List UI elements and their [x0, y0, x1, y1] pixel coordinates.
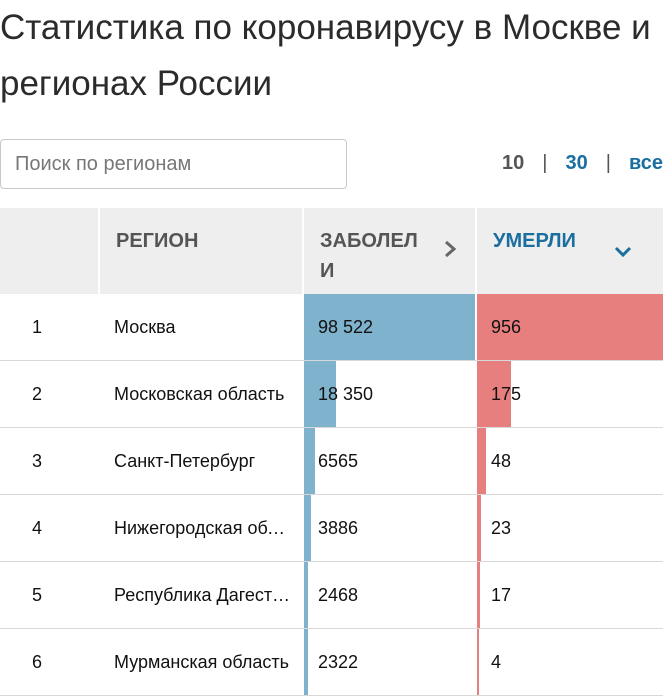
- cases-bar: [304, 361, 336, 427]
- header-deaths[interactable]: УМЕРЛИ: [475, 208, 663, 294]
- cases-bar: [304, 562, 308, 628]
- row-number: 1: [32, 317, 43, 337]
- deaths-bar: [477, 428, 486, 494]
- deaths-bar: [477, 361, 511, 427]
- table-row[interactable]: 1 Москва 98 522 956: [0, 294, 663, 361]
- deaths-value: 23: [491, 518, 512, 538]
- table-body: 1 Москва 98 522 956 2 Московская область 18 35…: [0, 294, 663, 696]
- deaths-cell: 4: [475, 629, 663, 695]
- page-size-option-30[interactable]: 30: [565, 152, 588, 174]
- pager-separator: |: [605, 152, 611, 174]
- cases-cell: 18 350: [302, 361, 475, 427]
- header-region-label: РЕГИОН: [116, 230, 199, 252]
- cases-value: 2322: [318, 652, 359, 672]
- deaths-bar: [477, 629, 479, 695]
- table-row[interactable]: 4 Нижегородская область 3886 23: [0, 495, 663, 562]
- cases-value: 18 350: [318, 384, 374, 404]
- cases-bar: [304, 495, 311, 561]
- table-row[interactable]: 2 Московская область 18 350 175: [0, 361, 663, 428]
- cases-bar: [304, 629, 308, 695]
- header-number: [0, 208, 98, 294]
- cases-bar: [304, 294, 475, 360]
- page-size-selector: 10 | 30 | все: [502, 152, 663, 175]
- deaths-cell: 956: [475, 294, 663, 360]
- deaths-cell: 17: [475, 562, 663, 628]
- deaths-cell: 23: [475, 495, 663, 561]
- row-number: 3: [32, 451, 43, 471]
- cases-bar: [304, 428, 315, 494]
- deaths-value: 17: [491, 585, 512, 605]
- region-name: Мурманская область: [114, 652, 290, 672]
- region-name: Московская область: [114, 384, 285, 404]
- cases-value: 6565: [318, 451, 359, 471]
- table-row[interactable]: 5 Республика Дагестан 2468 17: [0, 562, 663, 629]
- table-row[interactable]: 3 Санкт-Петербург 6565 48: [0, 428, 663, 495]
- header-deaths-label: УМЕРЛИ: [493, 230, 576, 252]
- deaths-value: 4: [491, 652, 502, 672]
- row-number: 6: [32, 652, 43, 672]
- table-row[interactable]: 6 Мурманская область 2322 4: [0, 629, 663, 696]
- header-cases[interactable]: ЗАБОЛЕЛИ: [302, 208, 475, 294]
- page-size-option-10[interactable]: 10: [502, 152, 525, 174]
- page-size-option-all[interactable]: все: [628, 152, 663, 174]
- header-region[interactable]: РЕГИОН: [98, 208, 302, 294]
- cases-cell: 3886: [302, 495, 475, 561]
- cases-cell: 98 522: [302, 294, 475, 360]
- deaths-value: 956: [491, 317, 522, 337]
- deaths-bar: [477, 562, 480, 628]
- cases-value: 3886: [318, 518, 359, 538]
- chevron-right-icon: [443, 238, 457, 268]
- row-number: 4: [32, 518, 43, 538]
- deaths-cell: 48: [475, 428, 663, 494]
- deaths-bar: [477, 294, 663, 360]
- deaths-cell: 175: [475, 361, 663, 427]
- cases-cell: 6565: [302, 428, 475, 494]
- table-header: РЕГИОН ЗАБОЛЕЛИ УМЕРЛИ: [0, 208, 663, 294]
- cases-cell: 2468: [302, 562, 475, 628]
- search-input[interactable]: [0, 139, 347, 189]
- deaths-value: 175: [491, 384, 522, 404]
- region-name: Санкт-Петербург: [114, 451, 256, 471]
- pager-separator: |: [542, 152, 548, 174]
- region-name: Республика Дагестан: [114, 585, 292, 605]
- regions-table: РЕГИОН ЗАБОЛЕЛИ УМЕРЛИ 1 Москва 98 522 956 2…: [0, 208, 663, 696]
- row-number: 5: [32, 585, 43, 605]
- row-number: 2: [32, 384, 43, 404]
- region-name: Нижегородская область: [114, 518, 302, 538]
- cases-value: 98 522: [318, 317, 374, 337]
- deaths-bar: [477, 495, 481, 561]
- header-cases-label: ЗАБОЛЕЛИ: [320, 230, 418, 282]
- cases-value: 2468: [318, 585, 359, 605]
- cases-cell: 2322: [302, 629, 475, 695]
- deaths-value: 48: [491, 451, 512, 471]
- chevron-down-icon: [613, 238, 633, 268]
- region-name: Москва: [114, 317, 176, 337]
- page-title: Статистика по коронавирусу в Москве и ре…: [0, 8, 651, 103]
